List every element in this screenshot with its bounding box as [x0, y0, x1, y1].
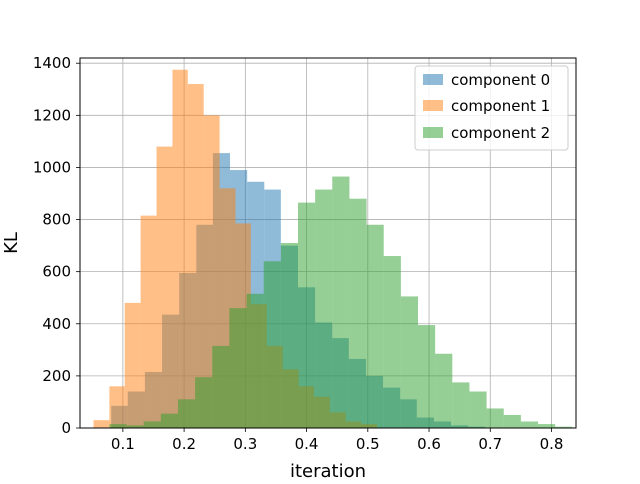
- legend-label-component-1: component 1: [451, 97, 550, 115]
- histogram-bar-component-2: [126, 425, 144, 428]
- histogram-bar-component-2: [177, 399, 196, 428]
- histogram-bar-component-2: [435, 353, 453, 428]
- legend-label-component-0: component 0: [451, 71, 550, 89]
- x-axis-label: iteration: [290, 461, 366, 480]
- legend-label-component-2: component 2: [451, 124, 550, 142]
- histogram-bar-component-1: [140, 215, 157, 428]
- y-tick-label: 800: [42, 211, 71, 229]
- legend-swatch-component-2: [423, 127, 443, 138]
- histogram-bar-component-2: [452, 382, 470, 428]
- histogram-bar-component-2: [229, 308, 247, 428]
- histogram-bar-component-2: [280, 243, 298, 428]
- y-tick-label: 600: [42, 263, 71, 281]
- y-tick-label: 0: [61, 419, 71, 437]
- legend: component 0 component 1 component 2: [414, 65, 569, 151]
- histogram-bar-component-2: [263, 261, 281, 428]
- histogram-bar-component-2: [212, 345, 230, 428]
- legend-swatch-component-1: [423, 100, 443, 111]
- histogram-bar-component-1: [156, 146, 173, 428]
- histogram-bar-component-2: [503, 414, 521, 428]
- histogram-bar-component-2: [400, 296, 419, 428]
- y-tick-label: 200: [42, 367, 71, 385]
- histogram-bar-component-2: [555, 426, 573, 428]
- x-tick-label: 0.2: [172, 435, 196, 453]
- histogram-bar-component-2: [315, 189, 333, 428]
- x-tick-label: 0.7: [478, 435, 502, 453]
- legend-swatch-component-0: [423, 74, 443, 85]
- x-tick-label: 0.4: [295, 435, 319, 453]
- histogram-bar-component-2: [486, 408, 504, 428]
- histogram-bar-component-2: [520, 421, 539, 428]
- y-tick-label: 1400: [33, 54, 71, 72]
- histogram-bars: [93, 69, 573, 429]
- histogram-bar-component-2: [469, 391, 487, 428]
- histogram-bar-component-1: [124, 302, 141, 428]
- histogram-bar-component-2: [160, 413, 178, 428]
- x-axis-ticks: 0.1 0.2 0.3 0.4 0.5 0.6 0.7 0.8: [111, 428, 564, 453]
- y-tick-label: 1000: [33, 158, 71, 176]
- x-tick-label: 0.5: [356, 435, 380, 453]
- y-axis-ticks: 0 200 400 600 800 1000 1200 1400: [33, 54, 80, 437]
- histogram-bar-component-2: [332, 176, 350, 428]
- histogram-bar-component-2: [349, 198, 367, 428]
- y-tick-label: 1200: [33, 106, 71, 124]
- histogram-bar-component-2: [418, 325, 436, 428]
- histogram-bar-component-2: [143, 421, 161, 428]
- histogram-bar-component-2: [109, 424, 127, 428]
- histogram-bar-component-1: [172, 69, 188, 429]
- legend-frame: [414, 65, 569, 151]
- histogram-bar-component-1: [109, 386, 125, 428]
- histogram-bar-component-1: [93, 420, 110, 428]
- histogram-bar-component-2: [383, 256, 401, 428]
- x-tick-label: 0.8: [540, 435, 564, 453]
- y-axis-label: KL: [1, 232, 22, 254]
- histogram-bar-component-2: [195, 377, 213, 428]
- x-tick-label: 0.1: [111, 435, 135, 453]
- y-tick-label: 400: [42, 315, 71, 333]
- x-tick-label: 0.3: [233, 435, 257, 453]
- x-tick-label: 0.6: [417, 435, 441, 453]
- histogram-bar-component-2: [246, 293, 264, 428]
- histogram-bar-component-2: [538, 424, 556, 428]
- plot-frame: [79, 57, 577, 429]
- histogram-bar-component-1: [187, 84, 204, 428]
- histogram-bar-component-2: [297, 202, 316, 428]
- histogram-bar-component-2: [366, 224, 384, 428]
